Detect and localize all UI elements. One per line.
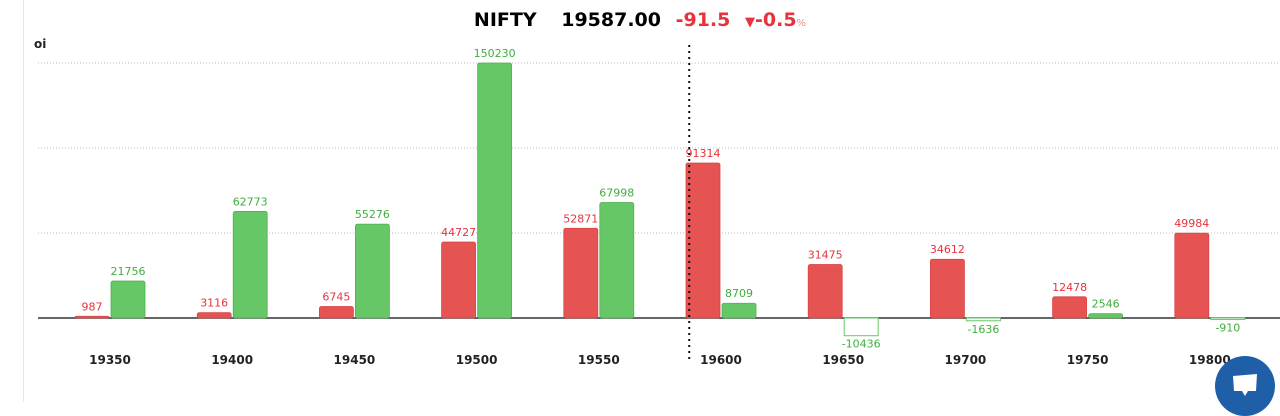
call-value-label: 6745 bbox=[322, 291, 350, 304]
call-bar bbox=[685, 162, 721, 319]
oi-chart: 19350 987 21756 19400 3116 62773 19450 6745 5527… bbox=[38, 45, 1280, 367]
call-bar bbox=[563, 227, 599, 319]
put-bar bbox=[599, 202, 635, 319]
put-value-label: -910 bbox=[1215, 322, 1240, 335]
down-arrow-icon: ▼ bbox=[745, 15, 755, 30]
x-tick-label: 19400 bbox=[211, 353, 253, 367]
put-value-label: 62773 bbox=[233, 195, 268, 208]
put-bar bbox=[232, 211, 268, 319]
put-bar bbox=[1210, 317, 1246, 321]
put-value-label: 55276 bbox=[355, 208, 390, 221]
put-bar bbox=[965, 317, 1001, 322]
x-tick-label: 19800 bbox=[1189, 353, 1231, 367]
put-bar bbox=[721, 302, 757, 319]
x-tick-label: 19750 bbox=[1067, 353, 1109, 367]
put-value-label: 67998 bbox=[599, 187, 634, 200]
put-bar bbox=[354, 223, 390, 319]
x-tick-label: 19350 bbox=[89, 353, 131, 367]
call-bar bbox=[196, 312, 232, 319]
x-tick-label: 19600 bbox=[700, 353, 742, 367]
put-bar bbox=[477, 62, 513, 319]
chat-icon bbox=[1233, 374, 1257, 396]
call-bar bbox=[1052, 296, 1087, 319]
put-value-label: -1636 bbox=[967, 323, 999, 336]
put-value-label: 2546 bbox=[1092, 298, 1120, 311]
call-value-label: 12478 bbox=[1052, 281, 1087, 294]
put-bar bbox=[110, 280, 146, 319]
price: 19587.00 bbox=[561, 9, 661, 31]
put-value-label: 8709 bbox=[725, 287, 753, 300]
call-bar bbox=[318, 306, 354, 319]
symbol: NIFTY bbox=[473, 9, 537, 31]
put-bar bbox=[843, 317, 879, 337]
change-pct: ▼-0.5% bbox=[745, 9, 807, 31]
left-border bbox=[23, 0, 24, 402]
call-bar bbox=[807, 264, 843, 319]
call-value-label: 3116 bbox=[200, 297, 228, 310]
put-value-label: 21756 bbox=[111, 265, 146, 278]
x-tick-label: 19700 bbox=[945, 353, 987, 367]
put-value-label: -10436 bbox=[842, 338, 881, 351]
put-value-label: 150230 bbox=[474, 47, 516, 60]
x-tick-label: 19650 bbox=[822, 353, 864, 367]
call-bar bbox=[441, 241, 477, 319]
put-bar bbox=[1088, 313, 1123, 319]
call-value-label: 91314 bbox=[686, 147, 721, 160]
call-value-label: 52871 bbox=[563, 212, 598, 225]
call-value-label: 987 bbox=[82, 300, 103, 313]
y-axis-label: oi bbox=[34, 37, 47, 51]
call-value-label: 49984 bbox=[1174, 217, 1209, 230]
chat-button[interactable] bbox=[1215, 356, 1275, 416]
call-bar bbox=[1174, 232, 1210, 319]
call-value-label: 34612 bbox=[930, 243, 965, 256]
x-tick-label: 19550 bbox=[578, 353, 620, 367]
call-bar bbox=[930, 258, 965, 319]
x-tick-label: 19500 bbox=[456, 353, 498, 367]
call-value-label: 31475 bbox=[808, 249, 843, 262]
x-tick-label: 19450 bbox=[334, 353, 376, 367]
chart-header: NIFTY 19587.00 -91.5 ▼-0.5% bbox=[0, 9, 1280, 31]
call-value-label: 44727 bbox=[441, 226, 476, 239]
change: -91.5 bbox=[675, 9, 731, 31]
call-bar bbox=[74, 315, 110, 319]
